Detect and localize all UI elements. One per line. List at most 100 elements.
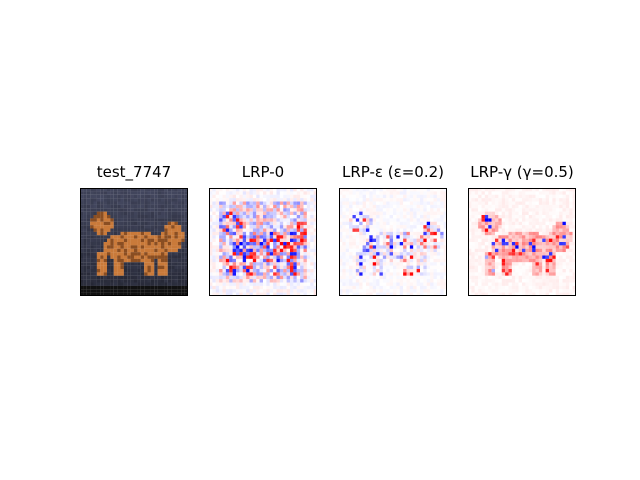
pixel (300, 242, 304, 246)
pixel (229, 282, 233, 286)
pixel (399, 279, 404, 283)
pixel (366, 252, 370, 256)
pixel (569, 269, 573, 273)
pixel (93, 211, 97, 216)
pixel (181, 242, 185, 246)
pixel (495, 198, 499, 202)
pixel (569, 208, 573, 212)
pixel (549, 194, 553, 199)
pixel (286, 218, 291, 222)
pixel (276, 272, 280, 276)
pixel (300, 292, 304, 296)
pixel (420, 221, 424, 226)
pixel (269, 188, 274, 192)
pixel (86, 248, 91, 253)
pixel (505, 204, 509, 209)
pixel (481, 265, 485, 270)
pixel (215, 211, 220, 216)
pixel (555, 252, 560, 256)
pixel (222, 194, 226, 199)
pixel (420, 211, 424, 216)
pixel (471, 191, 475, 195)
pixel (113, 245, 118, 249)
pixel (286, 285, 291, 290)
pixel (107, 262, 111, 266)
pixel (515, 238, 519, 243)
pixel (157, 289, 162, 293)
pixel (382, 285, 387, 290)
pixel (140, 282, 145, 286)
pixel (239, 285, 243, 290)
pixel (225, 285, 230, 290)
pixel (137, 245, 141, 249)
pixel (256, 255, 260, 259)
pixel (229, 285, 233, 290)
pixel (565, 235, 570, 239)
pixel (552, 258, 556, 263)
pixel (440, 255, 444, 259)
pixel (283, 238, 287, 243)
pixel (416, 191, 421, 195)
pixel (161, 188, 165, 192)
pixel (225, 218, 230, 222)
pixel (396, 282, 400, 286)
pixel (518, 228, 523, 232)
pixel (345, 262, 350, 266)
pixel (110, 198, 114, 202)
pixel (147, 252, 151, 256)
pixel (80, 204, 84, 209)
pixel (501, 272, 506, 276)
pixel (423, 258, 427, 263)
pixel (535, 231, 539, 236)
pixel (528, 188, 533, 192)
pixel (505, 258, 509, 263)
pixel (154, 272, 158, 276)
pixel (117, 225, 121, 229)
pixel (565, 292, 570, 296)
pixel (123, 208, 128, 212)
pixel (522, 255, 526, 259)
pixel (508, 215, 512, 219)
pixel (569, 289, 573, 293)
pixel (345, 215, 350, 219)
pixel (134, 269, 138, 273)
pixel (150, 221, 155, 226)
pixel (376, 245, 380, 249)
pixel (276, 275, 280, 280)
pixel (110, 258, 114, 263)
pixel (528, 245, 533, 249)
pixel (256, 204, 260, 209)
pixel (300, 235, 304, 239)
pixel (242, 279, 247, 283)
pixel (293, 275, 297, 280)
pixel (518, 198, 523, 202)
pixel (478, 238, 482, 243)
pixel (130, 198, 135, 202)
pixel (310, 289, 314, 293)
pixel (549, 211, 553, 216)
pixel (127, 255, 131, 259)
pixel (426, 285, 431, 290)
pixel (246, 238, 250, 243)
pixel (256, 188, 260, 192)
pixel (117, 228, 121, 232)
pixel (426, 201, 431, 205)
pixel (518, 242, 523, 246)
pixel (296, 279, 301, 283)
pixel (471, 215, 475, 219)
pixel (532, 258, 536, 263)
pixel (376, 208, 380, 212)
pixel (157, 208, 162, 212)
pixel (549, 231, 553, 236)
pixel (174, 282, 178, 286)
pixel (484, 289, 489, 293)
pixel (423, 194, 427, 199)
pixel (522, 228, 526, 232)
pixel (134, 208, 138, 212)
pixel (440, 282, 444, 286)
pixel (174, 225, 178, 229)
pixel (433, 228, 437, 232)
pixel (549, 198, 553, 202)
pixel (219, 245, 223, 249)
pixel (130, 279, 135, 283)
